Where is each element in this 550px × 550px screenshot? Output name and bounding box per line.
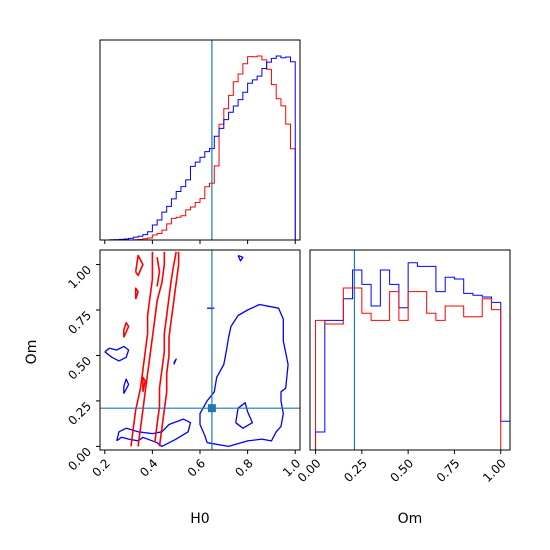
contour-series-1-line-8 [173, 358, 177, 365]
om-hist-series-1 [315, 262, 510, 450]
h0-x-tick-label-3: 0.6 [185, 456, 208, 479]
contour-series-2-line-6 [156, 257, 161, 287]
om-hist-frame [309, 249, 511, 451]
h0-x-tick-label-4: 0.8 [232, 456, 255, 479]
h0-axis-label: H0 [190, 511, 209, 527]
om-x-tick-label-4: 0.75 [434, 456, 463, 485]
h0-hist-series-2 [100, 55, 300, 241]
h0-om-contour-panel: 0.2 0.4 0.6 0.8 1.00.000.250.500.751.00 [65, 249, 303, 480]
contour-series-2-line-8 [134, 287, 139, 300]
contour-series-2-line-2 [137, 251, 166, 447]
h0-hist-frame [99, 39, 301, 241]
contour-truth-marker [207, 404, 216, 413]
contour-series-2-line-7 [123, 321, 130, 338]
contour-series-1-line-2 [116, 418, 192, 448]
om-y-tick-label-2: 0.25 [65, 399, 94, 428]
contour-series-1-line-7 [237, 254, 244, 262]
contour-series-2-line-3 [154, 251, 177, 443]
om-hist-series-2 [315, 287, 510, 451]
contour-series-1-line-3 [104, 345, 130, 362]
h0-x-tick-label-2: 0.4 [137, 456, 160, 479]
contour-series-1-line-5 [123, 378, 130, 394]
h0-x-tick-label-1: 0.2 [89, 456, 112, 479]
contour-series-2-line-9 [142, 376, 146, 392]
om-y-axis-label: Om [24, 340, 40, 365]
om-y-tick-label-4: 0.75 [65, 308, 94, 337]
contour-series-1-line-4 [235, 402, 254, 429]
om-histogram-panel: 0.00 0.25 0.50 0.75 1.00 [295, 249, 511, 485]
contour-lines [104, 251, 289, 448]
om-x-axis-label: Om [398, 511, 423, 527]
contour-series-2-line-1 [130, 251, 154, 447]
contour-series-2-line-4 [158, 251, 180, 447]
om-y-tick-label-5: 1.00 [65, 263, 94, 292]
contour-series-1-line-1 [199, 303, 289, 448]
om-y-tick-label-3: 0.50 [65, 354, 94, 383]
om-x-tick-label-5: 1.00 [480, 456, 509, 485]
om-x-tick-label-2: 0.25 [341, 456, 370, 485]
h0-hist-series-1 [100, 55, 300, 241]
om-x-tick-label-3: 0.50 [387, 456, 416, 485]
h0-histogram-panel [99, 39, 301, 244]
contour-series-2-line-5 [134, 254, 144, 277]
om-x-tick-label-1: 0.00 [295, 456, 324, 485]
